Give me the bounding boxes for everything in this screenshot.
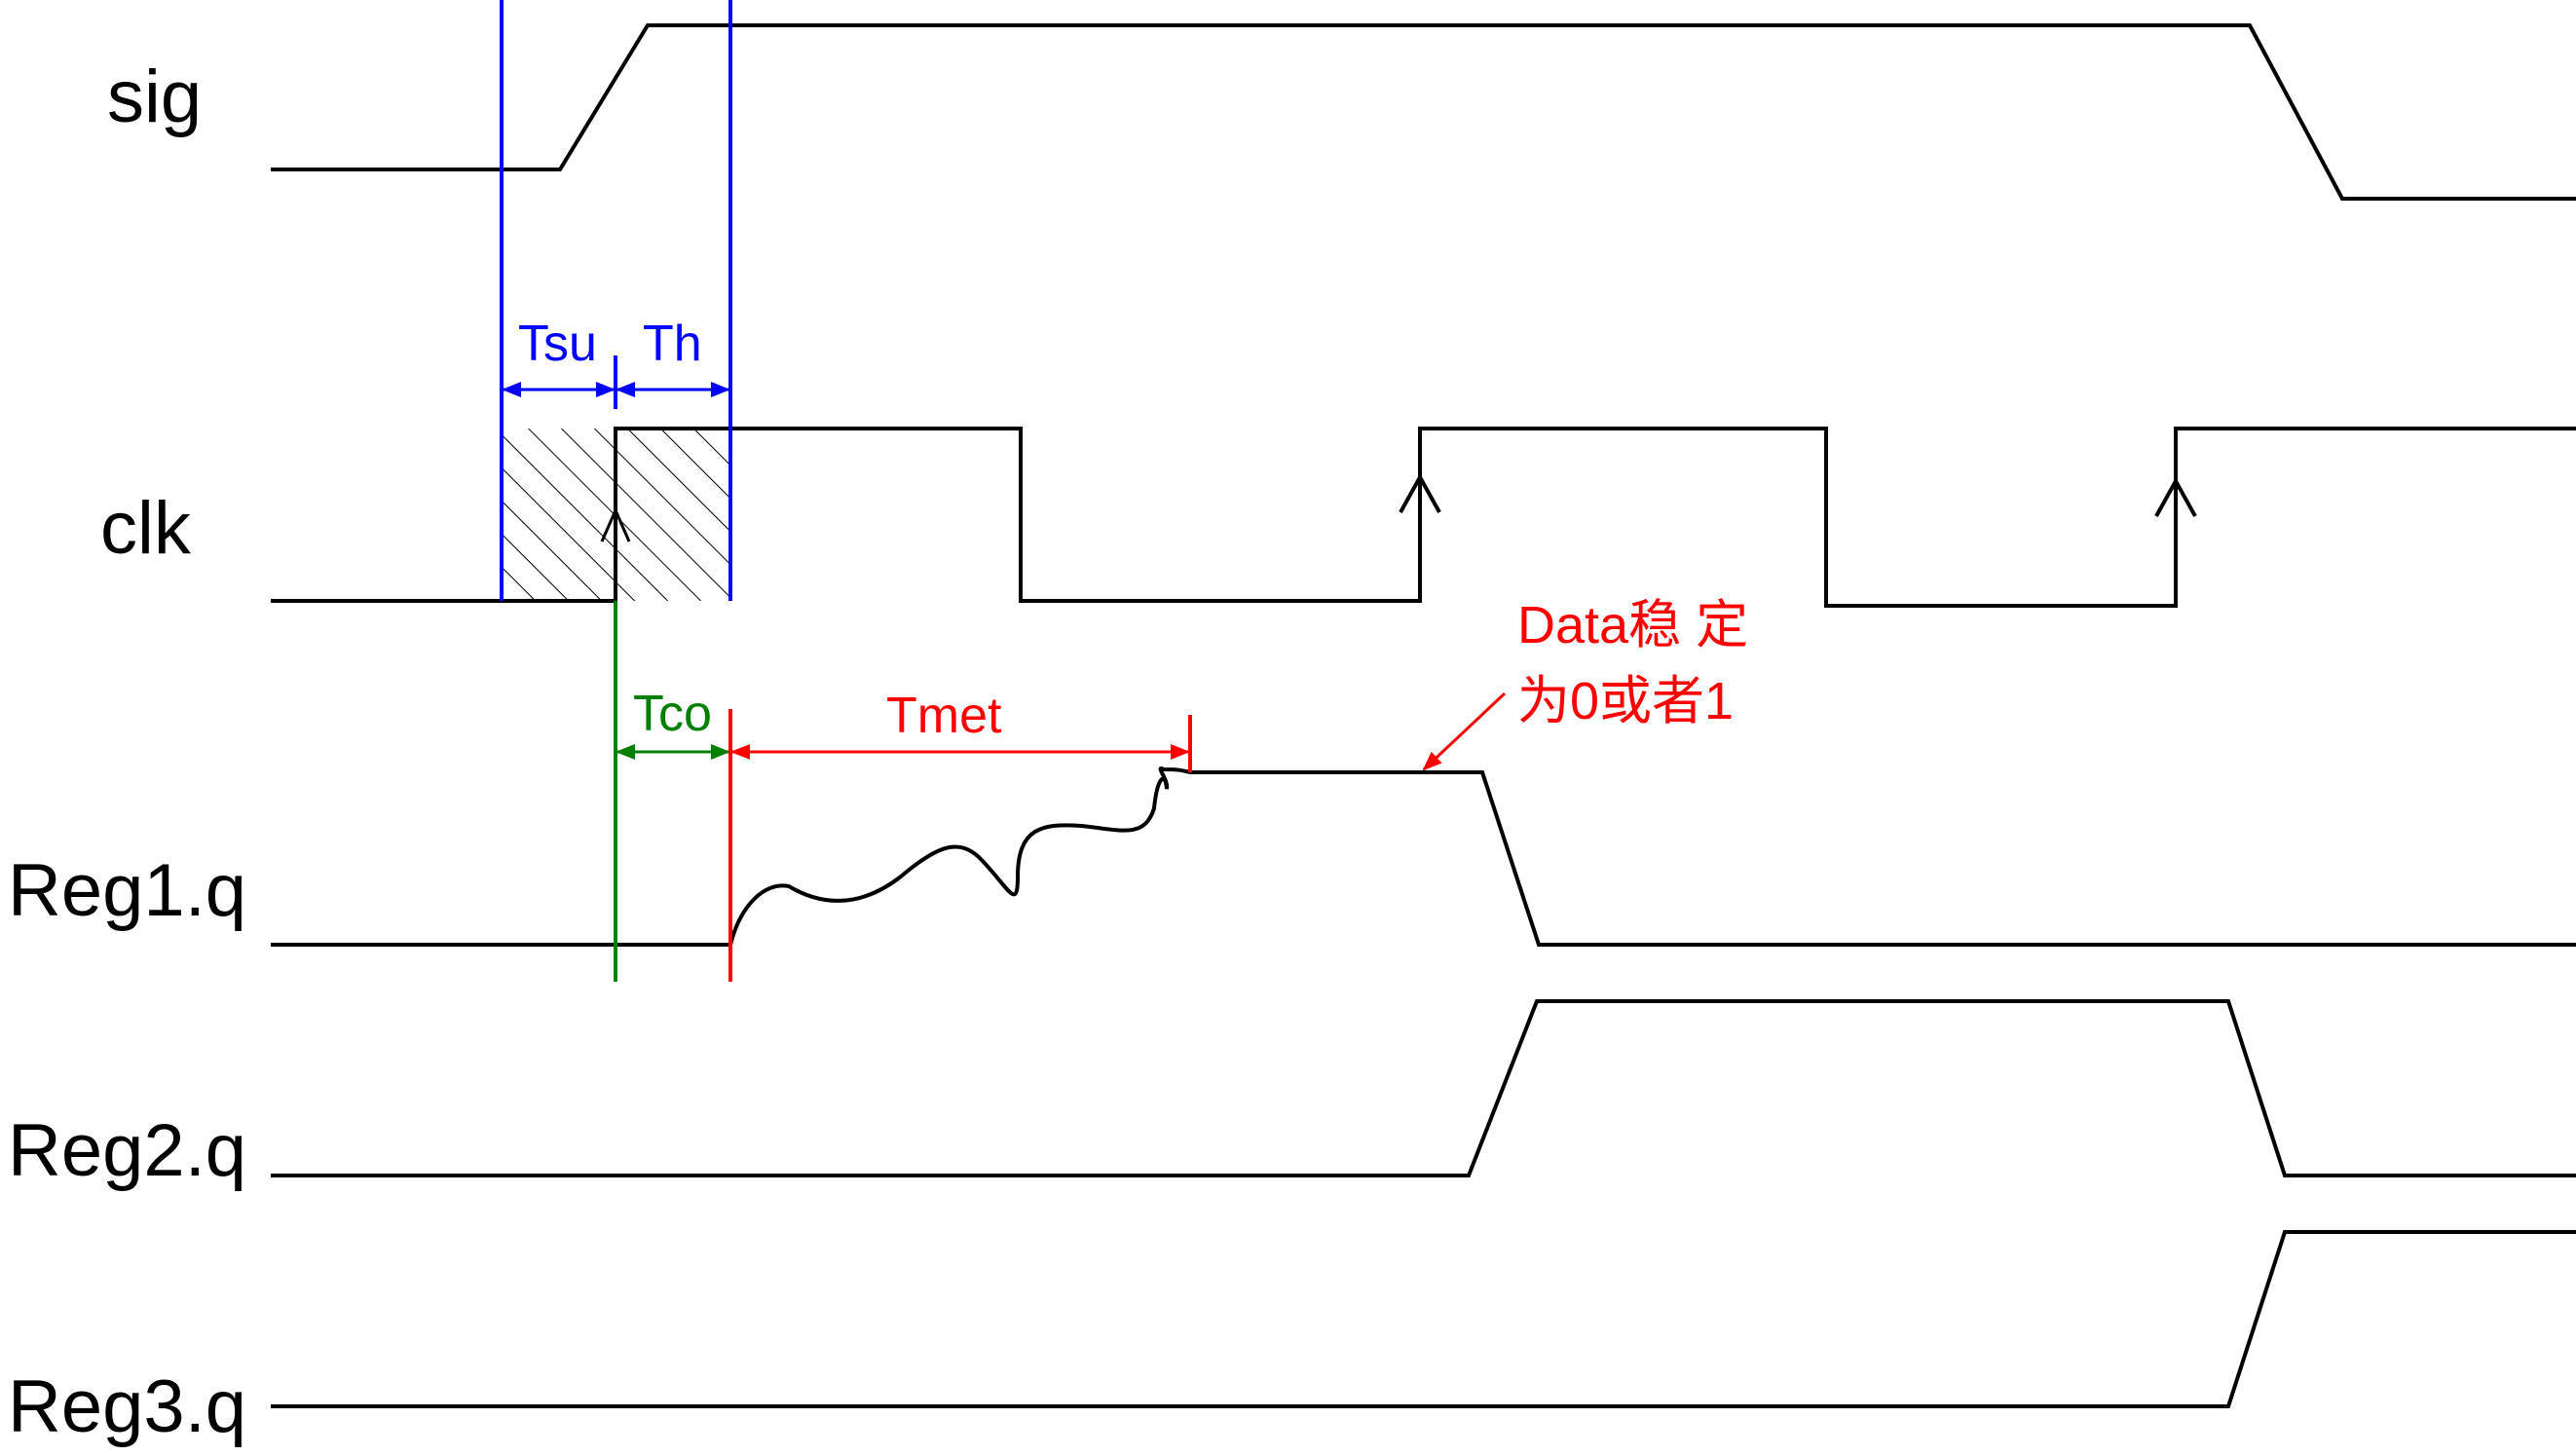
clk-edge-arrow-3 (2154, 476, 2197, 517)
reg1-metastable-wave (728, 766, 1191, 946)
tmet-label: Tmet (886, 688, 1002, 744)
signal-label-sig: sig (107, 56, 202, 138)
note-line-2: 为0或者1 (1517, 672, 1734, 730)
reg1-waveform-settled (1190, 770, 2576, 947)
note-pointer-arrow (1422, 691, 1507, 771)
signal-label-reg3: Reg3.q (8, 1365, 246, 1448)
tco-label: Tco (633, 686, 712, 742)
reg3-waveform (271, 1230, 2576, 1408)
note-line-1: Data稳 定 (1517, 596, 1748, 654)
signal-label-reg1: Reg1.q (8, 849, 246, 932)
clk-waveform (271, 427, 2576, 608)
clk-edge-arrow-2 (1399, 472, 1441, 513)
sig-waveform (271, 23, 2576, 201)
reg2-waveform (271, 999, 2576, 1177)
th-label: Th (643, 316, 702, 372)
tsu-label: Tsu (518, 316, 597, 372)
clk-edge-arrow-1 (600, 506, 631, 542)
signal-label-clk: clk (100, 487, 192, 570)
signal-label-reg2: Reg2.q (8, 1109, 246, 1192)
